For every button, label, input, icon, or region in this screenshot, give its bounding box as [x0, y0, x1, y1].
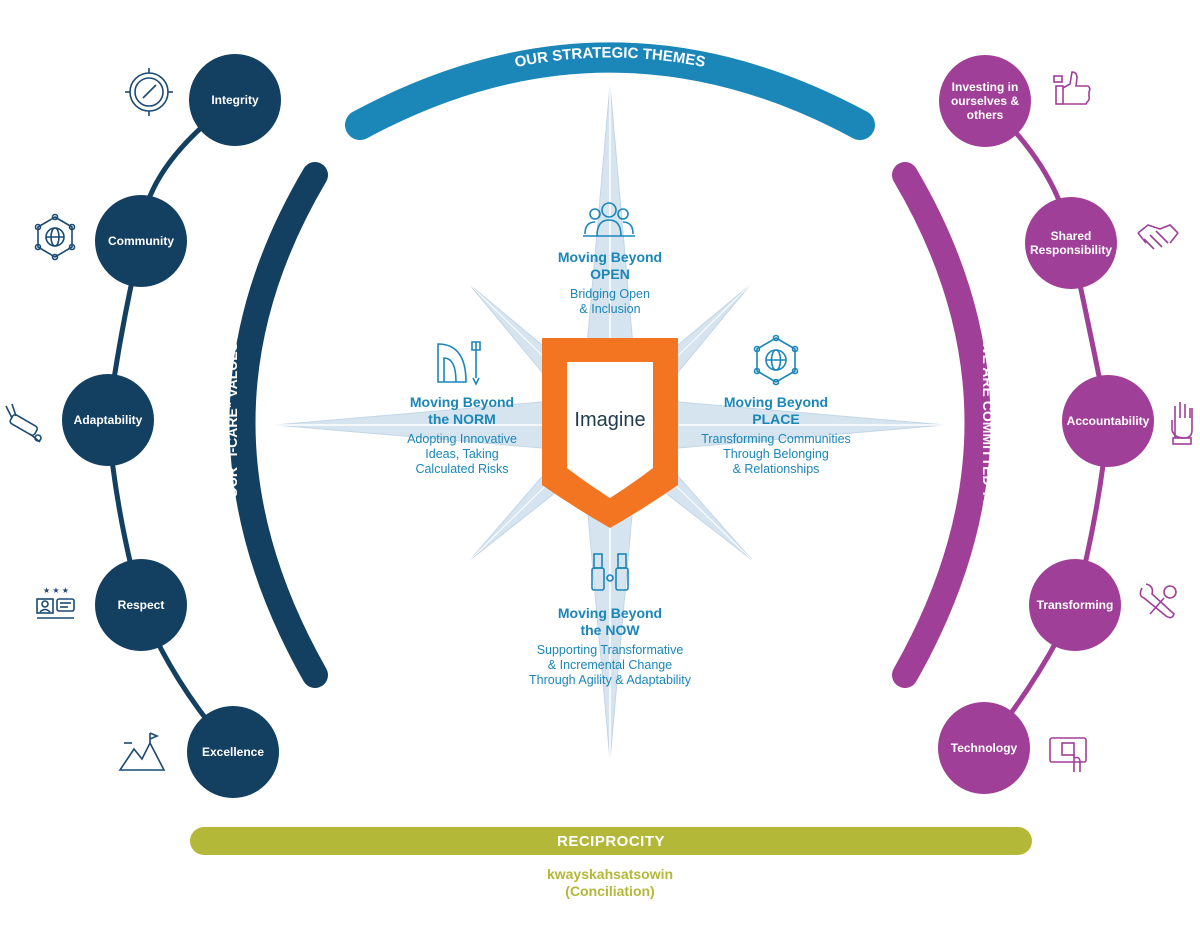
commitment-label: Investing in ourselves & others — [950, 80, 1020, 122]
theme-title: Moving Beyond — [557, 249, 663, 265]
thumbs-up-icon — [1053, 71, 1091, 105]
value-excellence: Excellence — [187, 706, 279, 798]
commitment-accountability: Accountability — [1062, 375, 1154, 467]
value-label: Adaptability — [73, 413, 143, 427]
reciprocity-label: RECIPROCITY — [556, 832, 665, 850]
commitment-label: Shared Responsibility — [1030, 229, 1113, 257]
value-integrity: Integrity — [189, 54, 281, 146]
reciprocity-bar: RECIPROCITY — [190, 827, 1032, 855]
theme-title-keyword: NORM — [453, 411, 496, 427]
theme-title-prefix: the — [428, 411, 454, 427]
ruler-tool-icon — [437, 341, 481, 386]
tablet-touch-icon — [1049, 737, 1087, 772]
network-globe-icon — [34, 213, 76, 261]
people-group-icon — [583, 202, 635, 237]
value-adaptability: Adaptability — [62, 374, 154, 466]
value-community: Community — [95, 195, 187, 287]
theme-title: Moving Beyond — [409, 394, 515, 410]
globe-network-icon — [753, 334, 799, 386]
theme-title-keyword: OPEN — [590, 266, 630, 282]
commitment-label: Accountability — [1066, 414, 1150, 428]
footer-line2: (Conciliation) — [565, 883, 655, 899]
review-chat-icon: ★ ★ ★ — [36, 586, 75, 619]
icare-values-text: OUR "I-CARE" VALUES — [224, 342, 240, 498]
commitment-label: Transforming — [1036, 598, 1114, 612]
footer-caption: kwayskahsatsowin (Conciliation) — [460, 866, 760, 900]
value-label: Excellence — [201, 745, 265, 759]
theme-place: Moving Beyond PLACE Transforming Communi… — [686, 394, 866, 477]
icare-values-arc — [229, 162, 328, 688]
strategic-themes-arc — [345, 42, 875, 140]
theme-title-prefix: the — [580, 622, 606, 638]
theme-subtitle: & Incremental Change — [547, 658, 673, 672]
raised-hand-icon — [1171, 402, 1193, 445]
theme-title: Moving Beyond — [723, 394, 829, 410]
multitool-icon — [5, 403, 42, 443]
commitment-shared-responsibility: Shared Responsibility — [1025, 197, 1117, 289]
center-label: Imagine — [574, 409, 646, 431]
mountain-flag-icon — [118, 732, 166, 771]
commitment-label: Technology — [950, 741, 1018, 755]
compass-icon — [125, 68, 173, 116]
theme-subtitle: Calculated Risks — [415, 462, 509, 476]
footer-line1: kwayskahsatsowin — [546, 866, 674, 882]
value-label: Integrity — [211, 93, 259, 107]
binoculars-icon — [591, 553, 629, 591]
theme-title-keyword: NOW — [605, 622, 640, 638]
theme-norm: Moving Beyond the NORM Adopting Innovati… — [382, 394, 542, 477]
svg-text:★ ★ ★: ★ ★ ★ — [43, 586, 69, 595]
theme-subtitle: & Relationships — [732, 462, 820, 476]
value-label: Community — [108, 234, 174, 248]
theme-subtitle: Through Agility & Adaptability — [529, 673, 691, 687]
commitment-transforming: Transforming — [1029, 559, 1121, 651]
theme-subtitle: Ideas, Taking — [425, 447, 499, 461]
imagine-shield — [542, 338, 678, 528]
committed-text: WE ARE COMMITTED TO — [980, 341, 996, 508]
theme-subtitle: Through Belonging — [723, 447, 829, 461]
tools-icon — [1139, 583, 1177, 619]
theme-title-keyword: PLACE — [752, 411, 800, 427]
theme-title-line2: the NOW — [505, 622, 715, 639]
theme-subtitle: Adopting Innovative — [407, 432, 517, 446]
committed-arc — [892, 162, 991, 688]
value-respect: Respect — [95, 559, 187, 651]
commitment-technology: Technology — [938, 702, 1030, 794]
handshake-icon — [1137, 224, 1179, 250]
theme-subtitle: Bridging Open — [570, 287, 650, 301]
theme-title: Moving Beyond — [557, 605, 663, 621]
theme-subtitle: & Inclusion — [579, 302, 641, 316]
theme-open: Moving Beyond OPEN Bridging Open & Inclu… — [520, 249, 700, 317]
theme-now: Moving Beyond the NOW Supporting Transfo… — [505, 605, 715, 688]
theme-subtitle: Transforming Communities — [701, 432, 851, 446]
commitment-investing: Investing in ourselves & others — [939, 55, 1031, 147]
value-label: Respect — [117, 598, 165, 612]
theme-subtitle: Supporting Transformative — [536, 643, 684, 657]
theme-title-line2: the NORM — [382, 411, 542, 428]
